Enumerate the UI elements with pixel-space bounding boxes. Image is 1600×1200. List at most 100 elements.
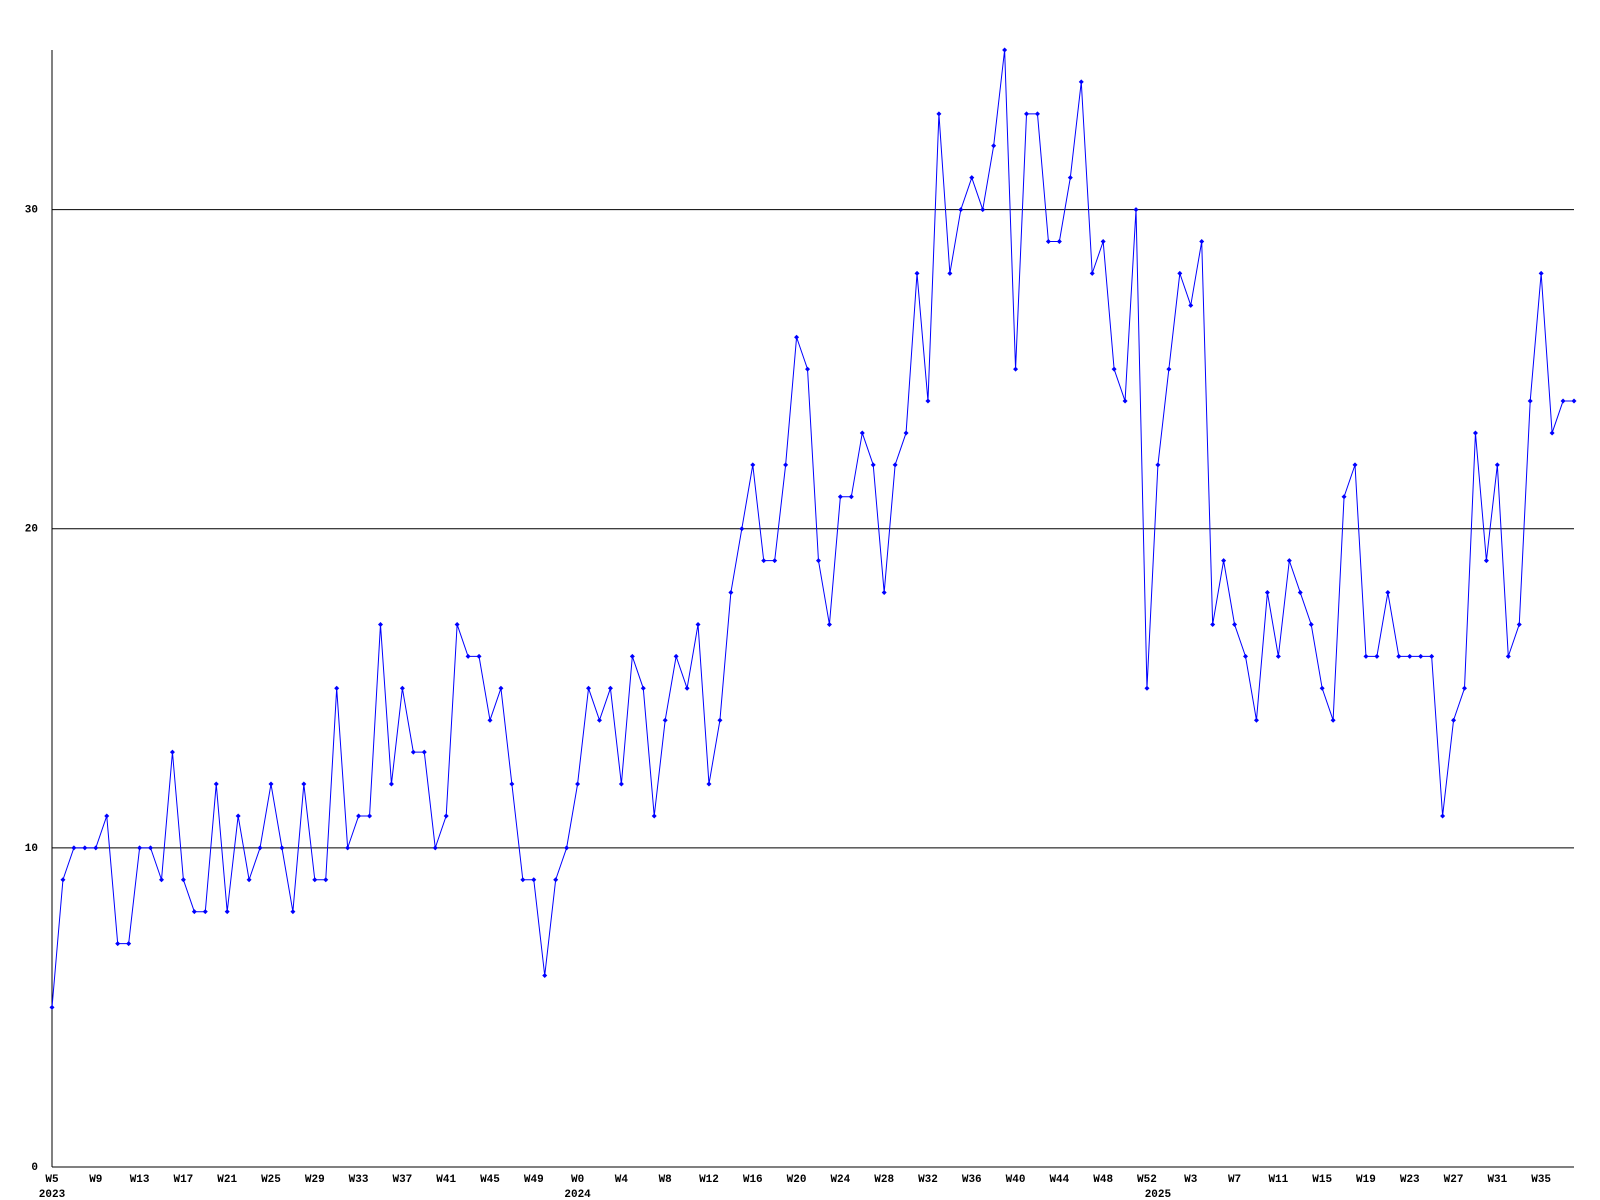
data-point <box>969 175 975 181</box>
year-label: 2024 <box>564 1189 591 1200</box>
data-point <box>257 845 263 851</box>
data-point <box>947 270 953 276</box>
data-point <box>1144 685 1150 691</box>
data-point <box>509 781 515 787</box>
data-point <box>224 909 230 915</box>
data-point <box>1560 398 1566 404</box>
data-point <box>1133 207 1139 213</box>
x-tick-label: W11 <box>1268 1174 1288 1186</box>
data-point <box>1221 558 1227 564</box>
data-point <box>1034 111 1040 117</box>
data-line <box>51 49 1574 1008</box>
data-point <box>191 909 197 915</box>
x-tick-label: W37 <box>392 1174 412 1186</box>
data-point <box>93 845 99 851</box>
data-point <box>1472 430 1478 436</box>
data-point <box>126 941 132 947</box>
data-point <box>1549 430 1555 436</box>
data-point <box>487 717 493 723</box>
data-point <box>520 877 526 883</box>
data-point <box>1024 111 1030 117</box>
data-point <box>925 398 931 404</box>
y-tick-label: 10 <box>25 843 38 855</box>
data-point <box>936 111 942 117</box>
data-point <box>1483 558 1489 564</box>
x-tick-label: W45 <box>480 1174 500 1186</box>
data-point <box>213 781 219 787</box>
data-point <box>881 590 887 596</box>
x-tick-label: W8 <box>659 1174 673 1186</box>
data-point <box>377 621 383 627</box>
data-point <box>1451 717 1457 723</box>
data-point <box>1243 653 1249 659</box>
data-point <box>553 877 559 883</box>
data-point <box>246 877 252 883</box>
data-point <box>1505 653 1511 659</box>
data-point <box>1308 621 1314 627</box>
x-tick-label: W49 <box>524 1174 544 1186</box>
data-point <box>826 621 832 627</box>
data-point <box>137 845 143 851</box>
data-point <box>410 749 416 755</box>
data-point <box>1166 366 1172 372</box>
data-point <box>1232 621 1238 627</box>
data-point <box>180 877 186 883</box>
data-point <box>575 781 581 787</box>
data-point <box>334 685 340 691</box>
x-tick-label: W29 <box>305 1174 325 1186</box>
x-tick-label: W24 <box>830 1174 850 1186</box>
data-point <box>651 813 657 819</box>
data-point <box>443 813 449 819</box>
data-point <box>82 845 88 851</box>
data-point <box>607 685 613 691</box>
data-point <box>1045 238 1051 244</box>
data-point <box>1538 270 1544 276</box>
data-point <box>531 877 537 883</box>
x-tick-label: W36 <box>962 1174 982 1186</box>
data-point <box>388 781 394 787</box>
data-point <box>158 877 164 883</box>
x-tick-label: W25 <box>261 1174 281 1186</box>
data-point <box>903 430 909 436</box>
x-tick-label: W0 <box>571 1174 584 1186</box>
data-point <box>49 1004 55 1010</box>
x-tick-label: W31 <box>1487 1174 1507 1186</box>
data-point <box>235 813 241 819</box>
data-point <box>1374 653 1380 659</box>
data-point <box>859 430 865 436</box>
data-point <box>837 494 843 500</box>
data-point <box>815 558 821 564</box>
data-point <box>914 270 920 276</box>
data-point <box>1253 717 1259 723</box>
x-tick-label: W3 <box>1184 1174 1198 1186</box>
data-point <box>596 717 602 723</box>
data-point <box>290 909 296 915</box>
x-tick-label: W35 <box>1531 1174 1551 1186</box>
data-point <box>1297 590 1303 596</box>
data-point <box>1177 270 1183 276</box>
data-point <box>673 653 679 659</box>
data-point <box>1429 653 1435 659</box>
x-tick-label: W9 <box>89 1174 102 1186</box>
data-point <box>564 845 570 851</box>
data-point <box>1002 47 1008 53</box>
data-point <box>399 685 405 691</box>
data-point <box>750 462 756 468</box>
y-tick-label: 0 <box>31 1162 38 1174</box>
x-tick-label: W17 <box>173 1174 193 1186</box>
data-point <box>1527 398 1533 404</box>
data-point <box>432 845 438 851</box>
data-point <box>739 526 745 532</box>
data-point <box>706 781 712 787</box>
x-tick-label: W32 <box>918 1174 938 1186</box>
data-point <box>695 621 701 627</box>
data-point <box>991 143 997 149</box>
x-tick-label: W23 <box>1400 1174 1420 1186</box>
data-point <box>1078 79 1084 85</box>
data-point <box>115 941 121 947</box>
data-point <box>454 621 460 627</box>
data-point <box>268 781 274 787</box>
data-point <box>104 813 110 819</box>
data-point <box>892 462 898 468</box>
